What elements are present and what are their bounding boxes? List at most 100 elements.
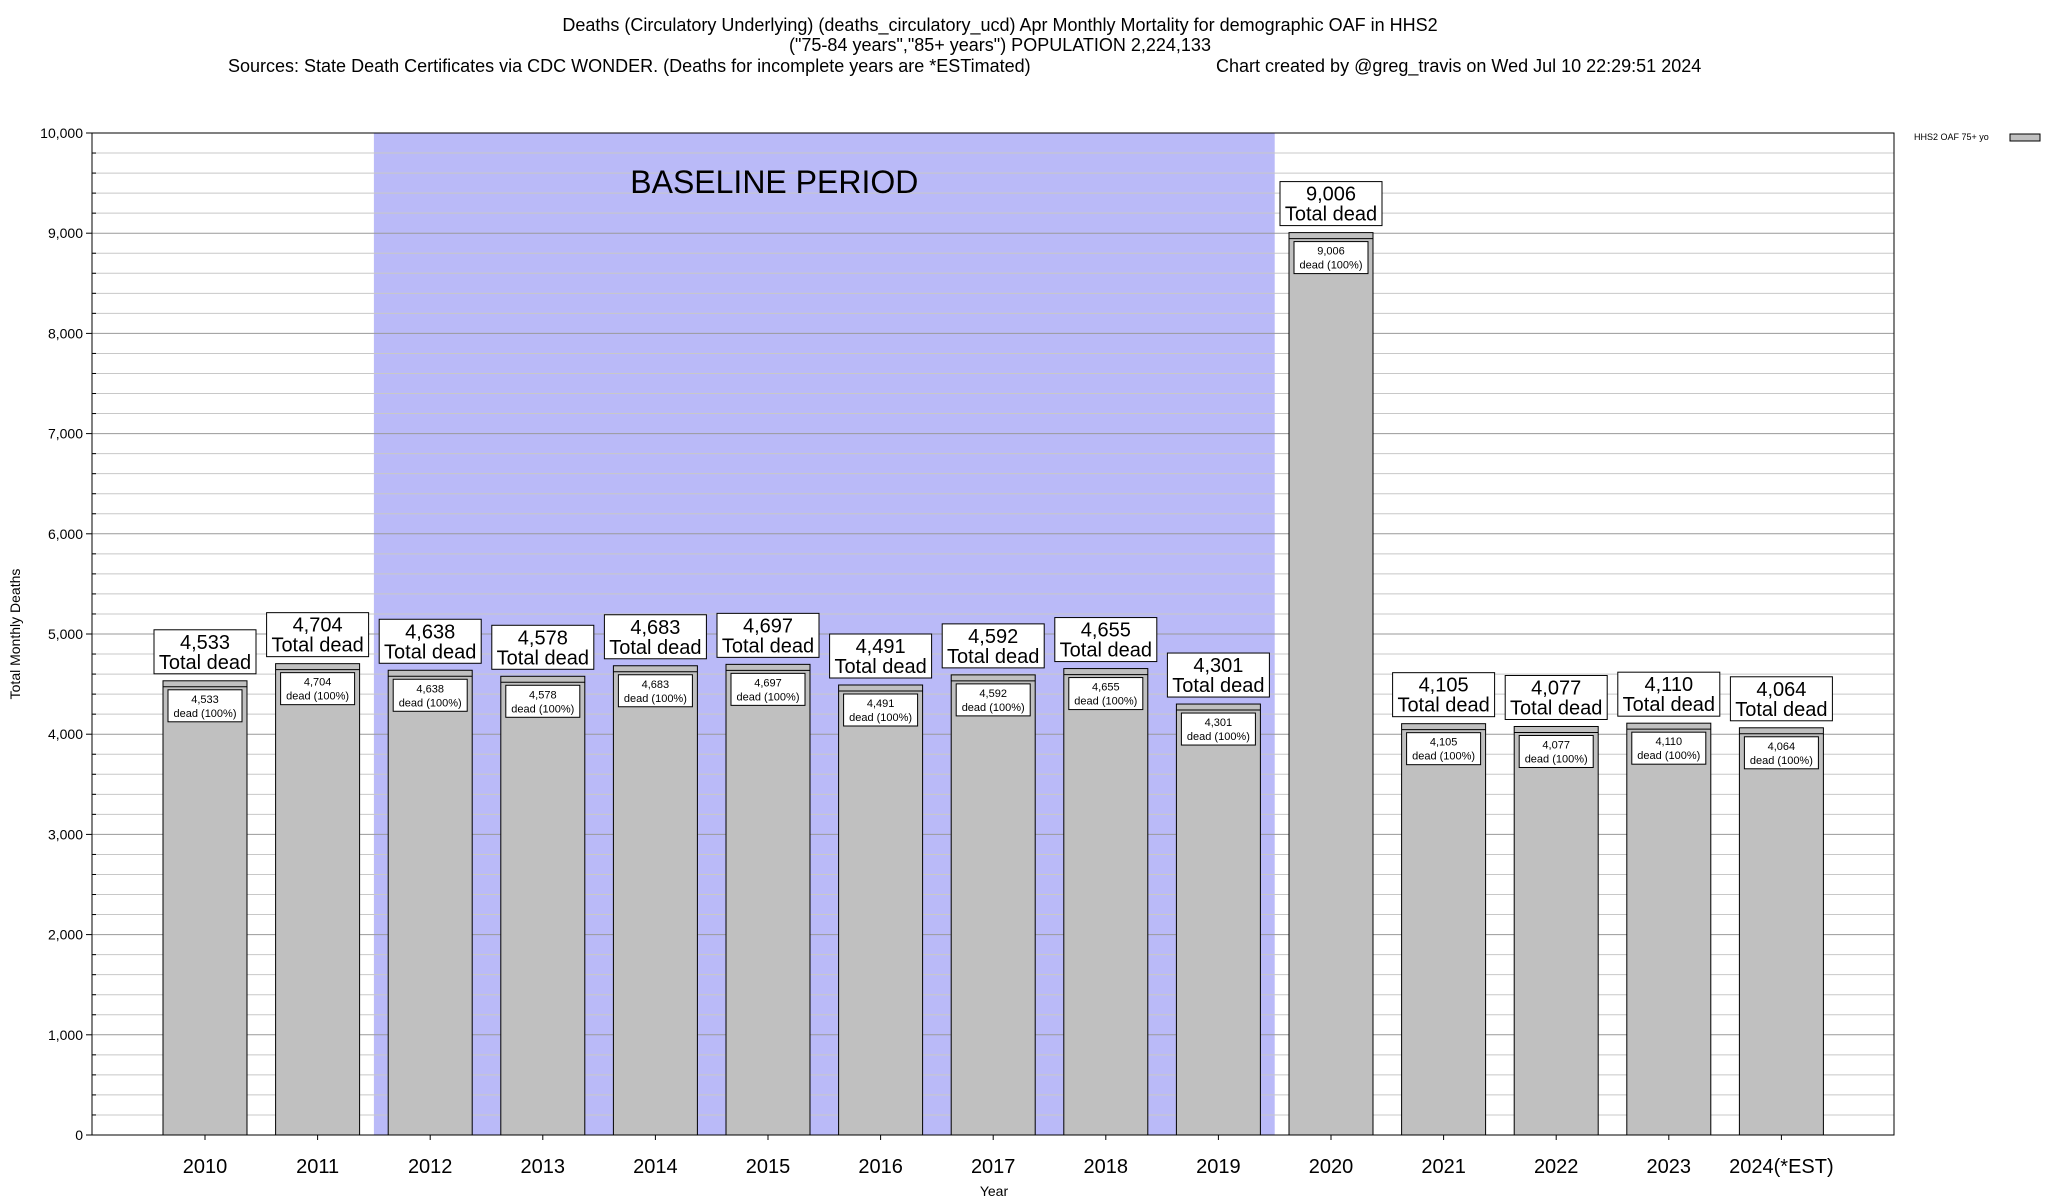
total-value-label: 4,592 [968, 626, 1018, 648]
inner-pct-label: dead (100%) [1300, 260, 1363, 272]
x-tick-label: 2022 [1534, 1156, 1579, 1178]
inner-pct-label: dead (100%) [174, 708, 237, 720]
total-text-label: Total dead [722, 635, 814, 657]
inner-value-label: 4,064 [1768, 741, 1796, 753]
bar [1288, 232, 1374, 1136]
title-line-1: Deaths (Circulatory Underlying) (deaths_… [562, 15, 1437, 36]
inner-label-box [1068, 677, 1144, 711]
inner-label-box [280, 672, 356, 706]
title-line-2: ("75-84 years","85+ years") POPULATION 2… [789, 35, 1211, 55]
bar [725, 663, 811, 1136]
inner-value-label: 4,638 [416, 683, 444, 695]
inner-label-box [730, 672, 806, 706]
y-tick-label: 1,000 [48, 1027, 83, 1043]
total-value-label: 4,077 [1531, 677, 1581, 699]
total-text-label: Total dead [384, 641, 476, 663]
x-tick-label: 2021 [1421, 1156, 1466, 1178]
y-axis-title: Total Monthly Deaths [7, 569, 23, 700]
bar [612, 665, 698, 1136]
total-text-label: Total dead [271, 635, 363, 657]
total-label-box [1279, 181, 1383, 227]
inner-value-label: 4,697 [754, 677, 782, 689]
inner-value-label: 4,683 [642, 679, 670, 691]
x-tick-label: 2013 [521, 1156, 566, 1178]
bar [1738, 727, 1824, 1136]
x-tick-label: 2016 [858, 1156, 903, 1178]
total-label-box [1617, 671, 1721, 717]
inner-value-label: 4,077 [1542, 739, 1570, 751]
x-tick-label: 2024(*EST) [1729, 1156, 1834, 1178]
x-tick-label: 2015 [746, 1156, 791, 1178]
total-value-label: 4,491 [856, 636, 906, 658]
total-text-label: Total dead [497, 647, 589, 669]
bar [387, 669, 473, 1136]
bar [1063, 668, 1149, 1136]
y-tick-label: 4,000 [48, 726, 83, 742]
total-label-box [1504, 674, 1608, 720]
inner-label-box [392, 678, 468, 712]
y-axis: 0 1,000 2,000 3,000 4,000 5,000 6,000 7,000 8,00… [40, 125, 96, 1143]
inner-pct-label: dead (100%) [286, 691, 349, 703]
x-axis-title: Year [980, 1183, 1009, 1199]
inner-value-label: 9,006 [1317, 246, 1345, 258]
inner-label-box [505, 684, 581, 718]
sources-text: Sources: State Death Certificates via CD… [228, 56, 1031, 76]
x-tick-label: 2017 [971, 1156, 1016, 1178]
inner-value-label: 4,655 [1092, 682, 1120, 694]
total-value-label: 4,704 [293, 615, 343, 637]
inner-label-box [843, 693, 919, 727]
total-label-box [1392, 672, 1496, 718]
x-axis: 2010 2011 2012 2013 2014 2015 2016 2017 2018 2019… [183, 1135, 1834, 1178]
bar [1401, 723, 1487, 1136]
inner-pct-label: dead (100%) [849, 712, 912, 724]
inner-value-label: 4,301 [1205, 717, 1233, 729]
y-tick-label: 0 [75, 1127, 83, 1143]
total-value-label: 4,578 [518, 627, 568, 649]
x-tick-label: 2014 [633, 1156, 678, 1178]
inner-pct-label: dead (100%) [1750, 755, 1813, 767]
y-tick-label: 3,000 [48, 826, 83, 842]
legend-label: HHS2 OAF 75+ yo [1914, 132, 1989, 142]
y-tick-label: 7,000 [48, 426, 83, 442]
total-text-label: Total dead [609, 637, 701, 659]
x-tick-label: 2012 [408, 1156, 453, 1178]
inner-label-box [1743, 736, 1819, 770]
total-text-label: Total dead [159, 652, 251, 674]
inner-label-box [1293, 241, 1369, 275]
total-text-label: Total dead [1397, 695, 1489, 717]
title-block: Deaths (Circulatory Underlying) (deaths_… [228, 15, 1701, 77]
inner-pct-label: dead (100%) [1525, 753, 1588, 765]
total-label-box [829, 633, 933, 679]
x-tick-label: 2018 [1084, 1156, 1129, 1178]
bar [275, 663, 361, 1136]
total-label-box [378, 618, 482, 664]
total-value-label: 4,110 [1645, 674, 1694, 696]
total-label-box [266, 612, 370, 658]
legend-swatch [2009, 133, 2041, 142]
inner-value-label: 4,533 [191, 694, 219, 706]
inner-label-box [1518, 734, 1594, 768]
x-tick-label: 2023 [1647, 1156, 1692, 1178]
x-tick-label: 2019 [1196, 1156, 1241, 1178]
inner-pct-label: dead (100%) [1412, 751, 1475, 763]
y-tick-label: 8,000 [48, 325, 83, 341]
total-value-label: 4,683 [630, 617, 680, 639]
inner-pct-label: dead (100%) [511, 703, 574, 715]
bar [162, 680, 248, 1136]
x-tick-label: 2020 [1309, 1156, 1354, 1178]
y-tick-label: 6,000 [48, 526, 83, 542]
y-tick-label: 10,000 [40, 125, 83, 141]
total-text-label: Total dead [1735, 699, 1827, 721]
total-value-label: 4,105 [1419, 675, 1469, 697]
